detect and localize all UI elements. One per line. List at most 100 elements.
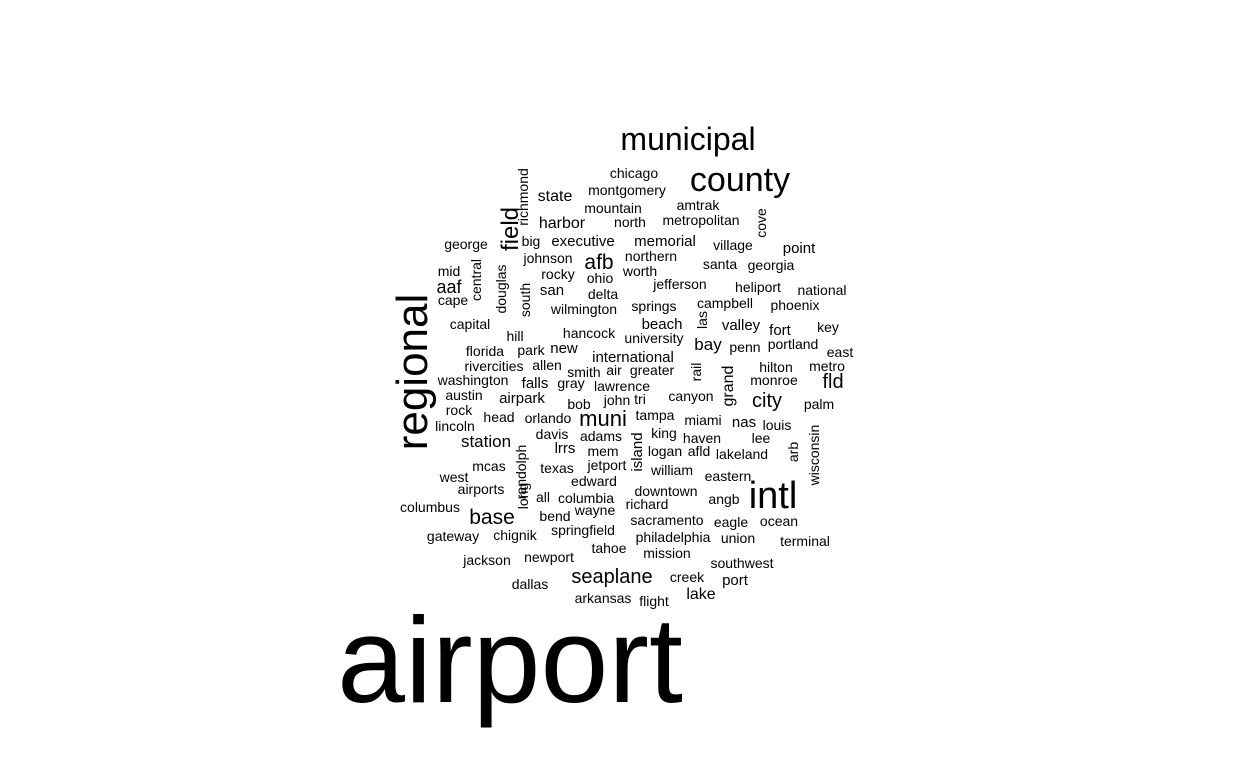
- word-station: station: [461, 432, 511, 451]
- word-cove: cove: [753, 208, 769, 238]
- word-angb: angb: [708, 491, 739, 507]
- word-texas: texas: [540, 460, 573, 476]
- word-george: george: [444, 236, 488, 252]
- word-lawrence: lawrence: [594, 378, 650, 394]
- word-chignik: chignik: [493, 527, 538, 543]
- word-mid: mid: [438, 263, 461, 279]
- word-capital: capital: [450, 316, 490, 332]
- word-campbell: campbell: [697, 295, 753, 311]
- word-edward: edward: [571, 473, 617, 489]
- word-eastern: eastern: [705, 468, 752, 484]
- word-phoenix: phoenix: [770, 297, 819, 313]
- word-haven: haven: [683, 430, 721, 446]
- word-william: william: [650, 462, 693, 478]
- word-base: base: [469, 506, 515, 529]
- word-rivercities: rivercities: [464, 358, 523, 374]
- word-davis: davis: [536, 426, 569, 442]
- word-union: union: [721, 530, 755, 546]
- word-airpark: airpark: [499, 390, 545, 407]
- word-municipal: municipal: [620, 121, 755, 157]
- word-nas: nas: [732, 414, 756, 431]
- word-john: john: [603, 392, 630, 408]
- word-big: big: [522, 233, 541, 249]
- word-city: city: [752, 390, 782, 412]
- word-allen: allen: [532, 357, 562, 373]
- word-miami: miami: [684, 412, 721, 428]
- word-lee: lee: [752, 430, 771, 446]
- word-jackson: jackson: [462, 552, 510, 568]
- word-university: university: [624, 330, 683, 346]
- word-tampa: tampa: [636, 407, 675, 423]
- word-mission: mission: [643, 545, 690, 561]
- word-northern: northern: [625, 248, 677, 264]
- word-johnson: johnson: [522, 250, 572, 266]
- word-point: point: [783, 240, 816, 257]
- word-central: central: [468, 259, 484, 301]
- word-richmond: richmond: [515, 168, 531, 226]
- word-delta: delta: [588, 286, 619, 302]
- word-cape: cape: [438, 292, 469, 308]
- word-field: field: [497, 207, 524, 251]
- word-new: new: [550, 340, 578, 357]
- word-bob: bob: [567, 396, 591, 412]
- word-greater: greater: [630, 362, 675, 378]
- word-tri: tri: [634, 391, 646, 407]
- word-memorial: memorial: [634, 233, 696, 250]
- word-rocky: rocky: [541, 266, 574, 282]
- word-flight: flight: [639, 593, 669, 609]
- word-intl: intl: [749, 475, 798, 517]
- word-afld: afld: [688, 443, 711, 459]
- word-terminal: terminal: [780, 533, 830, 549]
- word-hilton: hilton: [759, 359, 792, 375]
- word-executive: executive: [551, 233, 614, 250]
- word-wisconsin: wisconsin: [806, 425, 822, 487]
- word-columbia: columbia: [558, 490, 614, 506]
- word-canyon: canyon: [668, 388, 713, 404]
- word-hill: hill: [506, 328, 523, 344]
- word-key: key: [817, 319, 839, 335]
- word-island: island: [629, 432, 646, 471]
- word-louis: louis: [763, 417, 792, 433]
- word-ocean: ocean: [760, 513, 798, 529]
- word-airports: airports: [458, 481, 505, 497]
- word-tahoe: tahoe: [591, 540, 626, 556]
- word-county: county: [690, 161, 790, 199]
- word-ohio: ohio: [587, 270, 614, 286]
- word-columbus: columbus: [400, 499, 460, 515]
- word-chicago: chicago: [610, 165, 658, 181]
- word-eagle: eagle: [714, 514, 748, 530]
- word-worth: worth: [622, 263, 657, 279]
- word-afb: afb: [584, 251, 613, 274]
- word-grand: grand: [720, 366, 737, 407]
- word-dallas: dallas: [512, 576, 549, 592]
- word-rock: rock: [446, 402, 473, 418]
- word-santa: santa: [703, 256, 737, 272]
- word-randolph: randolph: [513, 445, 529, 500]
- word-mountain: mountain: [584, 200, 642, 216]
- word-springfield: springfield: [551, 522, 615, 538]
- word-seaplane: seaplane: [571, 566, 652, 588]
- word-monroe: monroe: [750, 372, 798, 388]
- word-head: head: [483, 409, 514, 425]
- word-newport: newport: [524, 549, 574, 565]
- word-fort: fort: [769, 322, 792, 339]
- word-beach: beach: [642, 316, 683, 333]
- word-austin: austin: [445, 387, 482, 403]
- word-wayne: wayne: [574, 502, 616, 518]
- word-south: south: [517, 283, 533, 317]
- word-arkansas: arkansas: [575, 590, 632, 606]
- word-wilmington: wilmington: [550, 301, 617, 317]
- word-bend: bend: [539, 508, 570, 524]
- word-springs: springs: [631, 298, 676, 314]
- word-florida: florida: [466, 343, 504, 359]
- word-logan: logan: [648, 443, 682, 459]
- word-jefferson: jefferson: [652, 276, 706, 292]
- word-orlando: orlando: [525, 410, 572, 426]
- word-metropolitan: metropolitan: [662, 212, 739, 228]
- word-mem: mem: [587, 443, 618, 459]
- word-creek: creek: [670, 569, 705, 585]
- word-philadelphia: philadelphia: [636, 529, 711, 545]
- word-national: national: [797, 282, 846, 298]
- word-village: village: [713, 237, 753, 253]
